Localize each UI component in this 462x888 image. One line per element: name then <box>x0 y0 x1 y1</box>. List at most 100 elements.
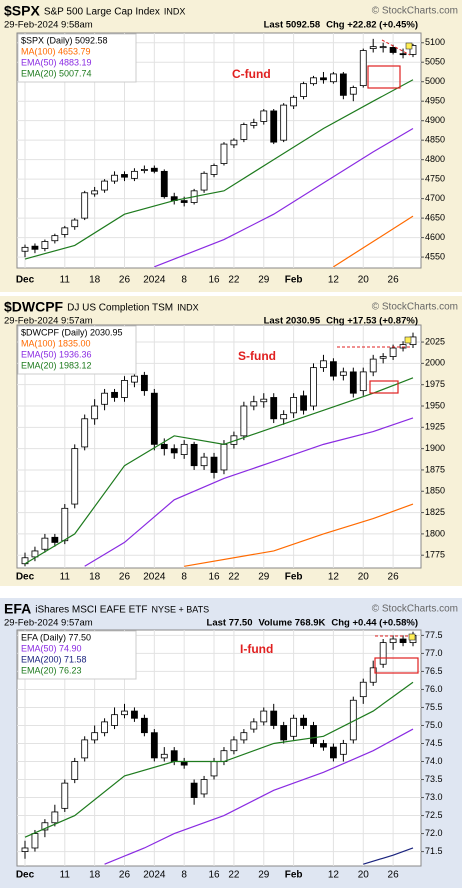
candle-body <box>250 721 258 730</box>
overlay-annotations <box>337 39 419 674</box>
exchange: INDX <box>164 6 186 16</box>
last-marker <box>408 633 416 641</box>
candle-body <box>359 681 367 698</box>
candle-body <box>330 746 337 759</box>
y-tick-label: 4550 <box>425 251 445 261</box>
y-tick-label: 1800 <box>425 528 445 538</box>
candle-body <box>300 83 307 97</box>
candle-body <box>379 46 387 49</box>
candle-body <box>230 739 238 752</box>
candle-body <box>41 537 49 550</box>
candle-body <box>121 174 128 178</box>
candle-body <box>131 170 138 179</box>
x-tick-label: 26 <box>119 870 131 881</box>
x-tick-label: 26 <box>119 275 131 286</box>
x-tick-label: 2024 <box>143 870 166 881</box>
candle-body <box>330 361 337 377</box>
x-tick-label: 16 <box>208 572 220 583</box>
subtitle: iShares MSCI EAFE ETF <box>35 605 147 616</box>
x-tick-label: Dec <box>16 275 35 286</box>
candle-body <box>91 732 99 741</box>
candle-body <box>21 557 29 565</box>
y-tick-label: 1875 <box>425 464 445 474</box>
candle-body <box>280 104 288 141</box>
y-tick-label: 71.5 <box>425 846 443 856</box>
candle-body <box>170 448 178 454</box>
candle-body <box>339 743 347 755</box>
x-tick-label: 2024 <box>143 275 166 286</box>
y-tick-label: 74.0 <box>425 756 443 766</box>
x-tick-label: 8 <box>181 870 187 881</box>
x-tick-label: 20 <box>358 572 370 583</box>
candle-body <box>220 443 228 471</box>
legend-entry: EFA (Daily) 77.50 <box>21 632 91 642</box>
candle-body <box>389 47 397 53</box>
candle-body <box>160 170 168 198</box>
candle-body <box>81 418 89 448</box>
candle-body <box>369 667 377 683</box>
candle-body <box>270 110 278 143</box>
candle-body <box>300 395 307 411</box>
y-tick-label: 4700 <box>425 193 445 203</box>
y-tick-label: 72.5 <box>425 810 443 820</box>
x-tick-label: 8 <box>181 572 187 583</box>
subtitle: S&P 500 Large Cap Index <box>44 7 160 18</box>
watermark: © StockCharts.com <box>372 604 458 615</box>
legend-entry: EMA(20) 1983.12 <box>21 360 92 370</box>
candle-body <box>389 638 397 644</box>
y-tick-label: 1900 <box>425 443 445 453</box>
legend-box <box>17 325 137 375</box>
y-tick-label: 4650 <box>425 212 445 222</box>
highlight-box <box>369 380 399 394</box>
y-tick-label: 4900 <box>425 115 445 125</box>
candle-body <box>121 710 128 716</box>
candle-body <box>210 165 218 175</box>
legend-entry: EMA(200) 71.58 <box>21 654 87 664</box>
candle-body <box>399 638 407 644</box>
ma-line <box>104 728 414 865</box>
candle-body <box>339 73 347 96</box>
x-tick-label: 22 <box>228 275 240 286</box>
candle-body <box>61 227 69 235</box>
date: 29-Feb-2024 9:58am <box>4 20 93 31</box>
candle-body <box>180 443 188 455</box>
candle-body <box>210 761 218 777</box>
candle-body <box>101 721 108 734</box>
candle-body <box>310 367 317 407</box>
candle-body <box>330 73 337 83</box>
legend-entry: EMA(20) 5007.74 <box>21 68 92 78</box>
candle-body <box>150 732 158 759</box>
x-tick-label: 16 <box>208 275 220 286</box>
candle-body <box>41 241 49 249</box>
candle-body <box>111 714 118 726</box>
candle-body <box>220 143 228 164</box>
candle-body <box>71 761 79 780</box>
candle-body <box>310 725 317 744</box>
y-tick-label: 75.0 <box>425 720 443 730</box>
candle-body <box>320 77 327 81</box>
candle-body <box>240 124 248 140</box>
candle-body <box>399 53 407 56</box>
y-tick-label: 76.5 <box>425 666 443 676</box>
candle-body <box>31 833 39 849</box>
y-tick-label: 4850 <box>425 135 445 145</box>
candle-body <box>91 405 99 420</box>
candle-body <box>260 710 268 723</box>
x-tick-label: 12 <box>328 870 340 881</box>
quote: Last 2030.95 <box>264 316 321 327</box>
candle-body <box>409 45 417 55</box>
candle-body <box>190 782 198 798</box>
x-tick-label: 16 <box>208 870 220 881</box>
x-tick-label: 29 <box>258 275 270 286</box>
candle-body <box>369 46 377 49</box>
x-tick-label: 26 <box>388 572 400 583</box>
x-tick-label: 29 <box>258 870 270 881</box>
y-tick-label: 73.0 <box>425 792 443 802</box>
candle-body <box>310 77 317 85</box>
candle-body <box>369 358 377 373</box>
date: 29-Feb-2024 9:57am <box>4 316 93 327</box>
candle-body <box>250 122 258 126</box>
candle-body <box>61 507 69 542</box>
last-marker <box>405 42 413 50</box>
